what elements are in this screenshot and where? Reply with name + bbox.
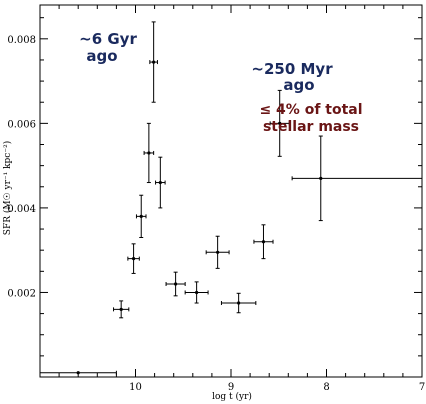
data-marker xyxy=(119,307,123,311)
x-tick-label: 10 xyxy=(129,382,142,393)
data-marker xyxy=(152,60,156,64)
annotation-line: stellar mass xyxy=(263,119,359,135)
annotation-line: ago xyxy=(86,47,117,65)
data-point xyxy=(39,370,117,375)
annotation-line: ~250 Myr xyxy=(251,60,333,78)
axis-ticks: 10 9 8 7 0.002 0.004 0.006 0.008 xyxy=(7,5,425,393)
data-marker xyxy=(237,301,241,305)
data-marker xyxy=(158,180,162,185)
data-point xyxy=(220,292,257,314)
annotation-line: ago xyxy=(283,76,314,94)
annotation-text: ≤ 4% of total stellar mass xyxy=(259,102,362,135)
data-marker xyxy=(319,176,323,180)
data-points xyxy=(39,21,423,375)
data-point xyxy=(149,21,158,103)
data-point xyxy=(113,300,130,319)
y-tick-label: 0.006 xyxy=(7,119,36,130)
data-marker xyxy=(195,290,199,295)
data-point xyxy=(205,235,230,269)
data-marker xyxy=(261,240,266,244)
data-point xyxy=(269,89,290,157)
data-point xyxy=(165,271,186,297)
x-tick-label: 8 xyxy=(323,382,329,393)
data-point xyxy=(184,281,209,304)
x-tick-label: 7 xyxy=(419,382,425,393)
y-tick-label: 0.008 xyxy=(7,35,36,46)
y-tick-label: 0.004 xyxy=(7,204,36,215)
annotations: ~6 Gyr ago~250 Myr ago≤ 4% of total stellar… xyxy=(79,30,362,135)
data-point xyxy=(155,156,166,209)
x-tick-label: 9 xyxy=(228,382,234,393)
data-marker xyxy=(174,282,178,286)
data-point xyxy=(253,224,274,260)
data-point xyxy=(291,135,423,222)
y-axis-label: SFR (M☉ yr⁻¹ kpc⁻²) xyxy=(2,141,13,235)
y-tick-label: 0.002 xyxy=(7,288,36,299)
x-axis-label: log t (yr) xyxy=(212,391,252,402)
data-point xyxy=(135,194,147,238)
annotation-line: ~6 Gyr xyxy=(79,30,137,48)
data-marker xyxy=(147,151,151,155)
annotation-text: ~6 Gyr ago xyxy=(79,30,137,65)
data-marker xyxy=(76,371,80,375)
data-marker xyxy=(131,257,136,261)
data-marker xyxy=(139,214,143,218)
data-marker xyxy=(216,250,220,254)
data-point xyxy=(143,122,155,184)
annotation-line: ≤ 4% of total xyxy=(259,102,362,118)
data-marker xyxy=(278,121,282,125)
data-point xyxy=(127,243,140,274)
annotation-text: ~250 Myr ago xyxy=(251,60,333,94)
